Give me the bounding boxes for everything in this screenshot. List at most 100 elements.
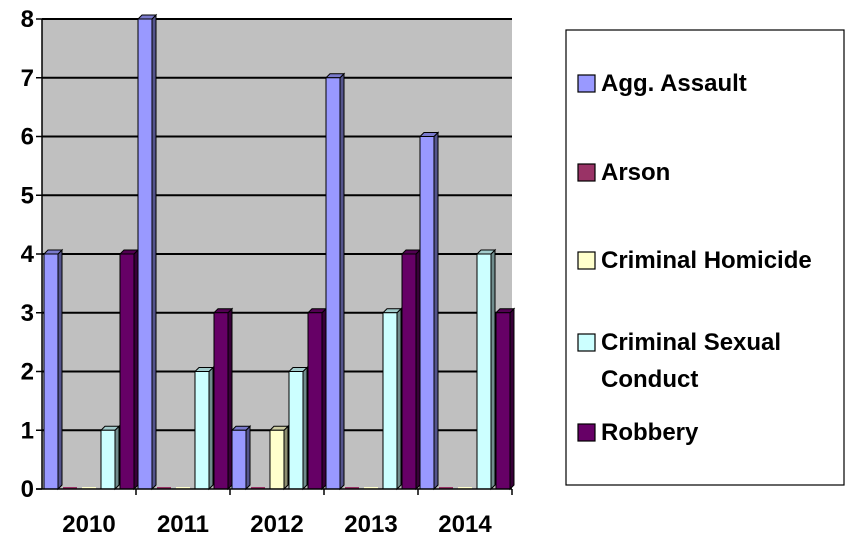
bar-top <box>193 367 215 372</box>
bar-top <box>400 249 422 255</box>
y-tick-label: 3 <box>21 300 34 327</box>
bar-side <box>415 248 421 491</box>
bar-front <box>401 253 417 490</box>
bar <box>42 248 64 491</box>
axes <box>36 18 513 495</box>
bar <box>287 366 309 491</box>
y-tick-label: 2 <box>21 359 34 386</box>
bar-front <box>288 371 304 490</box>
bar-top <box>136 14 158 20</box>
legend: Agg. Assault Arson Criminal Homicide Crimin… <box>565 29 845 486</box>
bar-side <box>396 307 402 491</box>
legend-item: Robbery <box>577 419 699 446</box>
legend-swatch <box>577 333 596 352</box>
bar-top <box>324 73 346 79</box>
bar-front <box>137 18 153 490</box>
legend-box <box>565 29 845 486</box>
y-tick-label: 5 <box>21 182 34 209</box>
y-tick-label: 7 <box>21 65 34 92</box>
bar <box>475 248 497 491</box>
bar <box>306 307 328 491</box>
bar-front <box>495 312 511 490</box>
bar <box>230 425 252 491</box>
bar-top <box>230 425 252 431</box>
bar-front <box>100 429 116 490</box>
y-tick-label: 1 <box>21 417 34 444</box>
legend-item: Agg. Assault <box>577 70 747 97</box>
bar <box>400 248 422 491</box>
legend-item: Arson <box>577 159 670 186</box>
legend-item: Criminal Homicide <box>577 247 812 274</box>
y-tick-label: 0 <box>21 476 34 503</box>
bar-side <box>339 72 345 491</box>
bar <box>99 425 121 491</box>
legend-swatch <box>577 251 596 270</box>
y-tick-labels: 0 1 2 3 4 5 6 7 8 <box>21 6 35 503</box>
bar-side <box>509 307 515 491</box>
bar-front <box>269 429 285 490</box>
x-tick-labels: 2010 2011 2012 2013 2014 <box>62 511 492 538</box>
bar-side <box>133 248 139 491</box>
bar-front <box>194 371 210 490</box>
bar-top <box>99 425 121 431</box>
bar-top <box>268 425 290 431</box>
bar-side <box>490 248 496 491</box>
bar <box>268 425 290 491</box>
bar <box>494 307 516 491</box>
legend-label: Criminal Homicide <box>601 247 812 274</box>
y-tick-label: 4 <box>21 241 35 268</box>
bars <box>42 13 516 491</box>
bar-front <box>119 253 135 490</box>
bar-front <box>476 253 492 490</box>
bar <box>118 248 140 491</box>
bar-front <box>231 429 247 490</box>
bar-side <box>57 248 63 491</box>
x-tick-label: 2012 <box>250 511 303 538</box>
bar <box>324 72 346 491</box>
bar-top <box>475 249 497 255</box>
bar-top <box>494 308 516 314</box>
legend-label: Conduct <box>601 366 698 393</box>
bar-side <box>208 366 214 491</box>
legend-swatch <box>577 74 596 93</box>
bar-front <box>43 253 59 490</box>
bar-side <box>321 307 327 491</box>
legend-label: Agg. Assault <box>601 70 747 97</box>
bar <box>418 131 440 491</box>
bar-side <box>114 425 120 491</box>
x-tick-label: 2014 <box>438 511 492 538</box>
bar <box>212 307 234 491</box>
bar <box>136 13 158 491</box>
legend-label: Robbery <box>601 419 699 446</box>
bar-top <box>212 308 234 314</box>
x-tick-label: 2010 <box>62 511 115 538</box>
bar <box>193 366 215 491</box>
bar-side <box>283 425 289 491</box>
bar <box>381 307 403 491</box>
bar-top <box>118 249 140 255</box>
bar-side <box>245 425 251 491</box>
bar-top <box>42 249 64 255</box>
bar-top <box>306 308 328 314</box>
bar-front <box>419 136 435 490</box>
bar-front <box>213 312 229 490</box>
bar-front <box>307 312 323 490</box>
bar-top <box>418 132 440 137</box>
y-tick-label: 6 <box>21 124 34 151</box>
y-tick-label: 8 <box>21 6 34 33</box>
legend-label: Arson <box>601 159 670 186</box>
bar-front <box>325 77 341 490</box>
x-tick-label: 2011 <box>157 511 209 538</box>
bar-side <box>151 13 157 491</box>
x-tick-label: 2013 <box>344 511 397 538</box>
bar-front <box>382 312 398 490</box>
bar-top <box>287 367 309 372</box>
legend-label: Criminal Sexual <box>601 329 781 356</box>
bar-top <box>381 308 403 314</box>
bar-side <box>302 366 308 491</box>
legend-swatch <box>577 423 596 442</box>
bar-side <box>227 307 233 491</box>
bar-side <box>433 131 439 491</box>
legend-item: Criminal Sexual Conduct <box>577 329 781 393</box>
